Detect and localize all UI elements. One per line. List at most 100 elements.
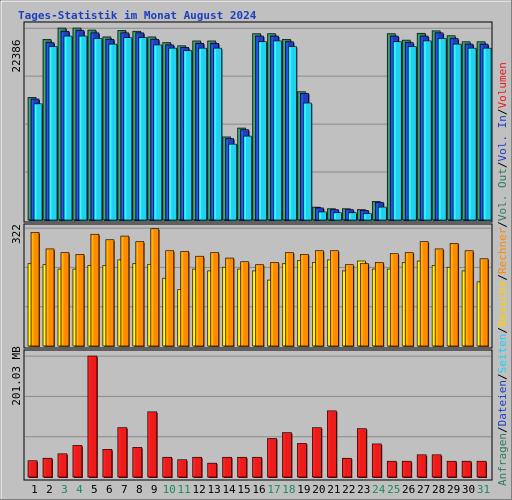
top-bar-seiten-day-10 (168, 47, 178, 222)
top-bar-seiten-day-16 (258, 41, 268, 221)
legend-item-12: Vol. In (496, 115, 509, 161)
bottom-bar-volumen-day-1 (27, 460, 38, 478)
visits-panel-border (23, 223, 493, 349)
middle-bar-rechner-day-22 (345, 264, 355, 347)
top-bar-seiten-day-14 (228, 143, 238, 221)
day-label-18: 18 (282, 483, 295, 496)
middle-bar-rechner-day-12 (195, 255, 205, 347)
top-bar-seiten-day-30 (467, 47, 478, 222)
bottom-bar-volumen-day-10 (162, 456, 173, 478)
requests-ymax-label: 22386 (10, 39, 23, 72)
bottom-bar-volumen-day-26 (401, 460, 413, 478)
day-label-4: 4 (76, 483, 83, 496)
day-label-6: 6 (106, 483, 113, 496)
day-label-22: 22 (342, 483, 355, 496)
bottom-bar-volumen-day-21 (327, 410, 338, 478)
top-bar-seiten-day-27 (422, 40, 433, 221)
middle-bar-rechner-day-13 (210, 252, 220, 347)
day-label-16: 16 (252, 483, 265, 496)
middle-bar-rechner-day-17 (270, 262, 280, 347)
day-label-24: 24 (372, 483, 386, 496)
bottom-bar-volumen-day-9 (147, 411, 158, 478)
top-bar-seiten-day-11 (183, 50, 193, 222)
requests-files-pages-panel: 22386 (10, 21, 493, 223)
middle-bar-rechner-day-21 (330, 250, 340, 347)
bottom-bar-volumen-day-20 (312, 427, 323, 478)
top-bar-seiten-day-20 (318, 211, 328, 221)
legend-item-10: Vol. Out (496, 168, 509, 221)
middle-bar-rechner-day-26 (404, 252, 415, 347)
middle-bar-rechner-day-29 (449, 243, 460, 347)
day-label-5: 5 (91, 483, 98, 496)
top-bar-seiten-day-3 (63, 35, 73, 221)
top-bar-seiten-day-25 (392, 41, 403, 221)
bottom-bar-volumen-day-24 (371, 443, 383, 478)
day-label-8: 8 (136, 483, 143, 496)
top-bar-seiten-day-8 (138, 37, 148, 222)
day-label-23: 23 (357, 483, 370, 496)
middle-bar-rechner-day-6 (105, 239, 115, 347)
bottom-bar-volumen-day-6 (102, 449, 113, 478)
top-bar-seiten-day-21 (333, 212, 343, 221)
chart-title: Tages-Statistik im Monat August 2024 (18, 9, 257, 22)
day-label-3: 3 (61, 483, 68, 496)
legend-item-8: Rechner (496, 227, 509, 274)
bottom-bar-volumen-day-30 (461, 460, 473, 478)
middle-bar-rechner-day-31 (479, 258, 490, 347)
volume-ymax-label: 201.03 MB (10, 346, 23, 406)
bottom-bar-volumen-day-22 (342, 457, 353, 478)
legend-item-0: Anfragen (496, 433, 509, 486)
middle-bar-rechner-day-4 (75, 254, 85, 347)
day-label-17: 17 (267, 483, 280, 496)
top-bar-seiten-day-4 (78, 35, 88, 221)
top-bar-seiten-day-1 (33, 103, 43, 221)
top-bar-seiten-day-28 (437, 38, 448, 221)
middle-bar-rechner-day-15 (240, 261, 250, 347)
day-label-14: 14 (222, 483, 236, 496)
legend-item-11: / (496, 161, 509, 168)
day-label-30: 30 (462, 483, 475, 496)
day-label-21: 21 (327, 483, 340, 496)
visits-ymax-label: 322 (10, 224, 23, 244)
top-bar-seiten-day-18 (288, 46, 298, 221)
legend-item-4: Seiten (496, 334, 509, 374)
middle-bar-rechner-day-9 (150, 228, 160, 347)
day-label-31: 31 (477, 483, 490, 496)
middle-bar-rechner-day-27 (419, 241, 430, 347)
top-bar-seiten-day-22 (348, 212, 358, 221)
legend-item-5: / (496, 327, 509, 334)
bottom-bar-volumen-day-7 (117, 427, 128, 478)
bottom-bar-volumen-day-11 (177, 459, 188, 478)
day-label-15: 15 (237, 483, 250, 496)
day-label-25: 25 (387, 483, 400, 496)
top-bar-seiten-day-29 (452, 43, 463, 221)
day-label-27: 27 (417, 483, 430, 496)
top-bar-seiten-day-6 (108, 43, 118, 221)
bottom-bar-volumen-day-23 (356, 428, 368, 478)
top-bar-seiten-day-12 (198, 47, 208, 222)
bottom-bar-volumen-day-14 (222, 456, 233, 478)
day-label-28: 28 (432, 483, 445, 496)
middle-bar-rechner-day-24 (374, 262, 385, 347)
legend-item-13: / (496, 108, 509, 115)
top-bar-seiten-day-7 (123, 37, 133, 222)
middle-bar-rechner-day-19 (300, 254, 310, 347)
bottom-bar-volumen-day-3 (57, 453, 68, 478)
bottom-bar-volumen-day-31 (476, 460, 488, 478)
bottom-bar-volumen-day-28 (431, 454, 443, 478)
middle-bar-rechner-day-28 (434, 248, 445, 347)
day-label-19: 19 (297, 483, 310, 496)
bottom-bar-volumen-day-16 (252, 456, 263, 478)
legend-item-14: Volumen (496, 62, 509, 108)
day-axis-labels: 1 2 3 4 5 6 7 8 9 10 11 12 13 14 15 16 17 18 19 20 21 22 23 24 2… (31, 483, 490, 496)
legend-item-1: / (496, 426, 509, 433)
middle-bar-rechner-day-18 (285, 252, 295, 347)
day-label-7: 7 (121, 483, 128, 496)
middle-bar-rechner-day-30 (464, 250, 475, 347)
bottom-bar-volumen-day-25 (386, 460, 398, 478)
middle-bar-rechner-day-8 (135, 241, 145, 347)
top-bar-seiten-day-19 (303, 102, 313, 221)
bottom-bar-volumen-day-17 (267, 438, 278, 478)
